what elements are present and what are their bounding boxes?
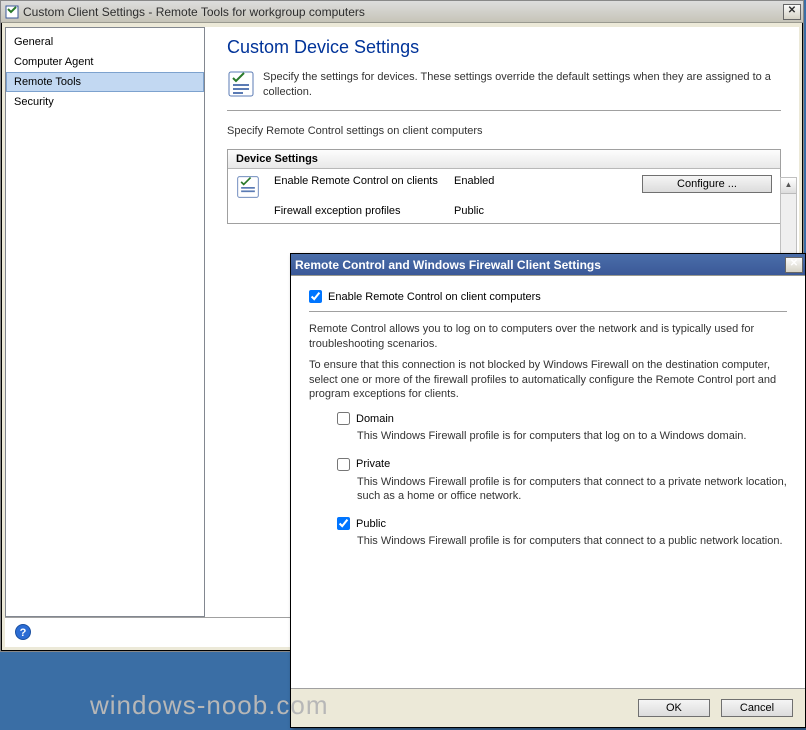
dialog-divider — [309, 311, 787, 312]
divider — [227, 110, 781, 111]
domain-label: Domain — [356, 413, 394, 425]
configure-button[interactable]: Configure ... — [642, 175, 772, 193]
dialog-close-button[interactable]: ✕ — [785, 257, 803, 273]
help-icon[interactable]: ? — [15, 624, 31, 640]
cancel-button[interactable]: Cancel — [721, 699, 793, 717]
profile-public: Public This Windows Firewall profile is … — [337, 517, 787, 548]
dialog-titlebar[interactable]: Remote Control and Windows Firewall Clie… — [291, 254, 805, 276]
sidebar-item-security[interactable]: Security — [6, 92, 204, 112]
window-icon — [5, 5, 19, 19]
setting-name: Firewall exception profiles — [274, 205, 444, 217]
section-label: Specify Remote Control settings on clien… — [227, 125, 781, 137]
device-settings-header: Device Settings — [228, 150, 780, 169]
private-checkbox[interactable] — [337, 458, 350, 471]
main-window-title: Custom Client Settings - Remote Tools fo… — [23, 5, 365, 19]
settings-icon — [236, 175, 264, 199]
ok-button[interactable]: OK — [638, 699, 710, 717]
enable-rc-row: Enable Remote Control on client computer… — [309, 290, 787, 303]
device-settings-group: Device Settings Enable Remote Control on… — [227, 149, 781, 224]
sidebar-item-remote-tools[interactable]: Remote Tools — [6, 72, 204, 92]
profile-private: Private This Windows Firewall profile is… — [337, 458, 787, 504]
scroll-up-icon[interactable]: ▲ — [781, 178, 796, 194]
page-description-row: Specify the settings for devices. These … — [227, 70, 781, 100]
private-desc: This Windows Firewall profile is for com… — [357, 475, 787, 504]
setting-row-enable-rc: Enable Remote Control on clients Enabled… — [228, 169, 780, 205]
profile-domain: Domain This Windows Firewall profile is … — [337, 412, 787, 443]
domain-desc: This Windows Firewall profile is for com… — [357, 429, 787, 443]
firewall-dialog: Remote Control and Windows Firewall Clie… — [290, 253, 806, 728]
public-desc: This Windows Firewall profile is for com… — [357, 534, 787, 548]
private-label: Private — [356, 458, 390, 470]
close-button[interactable]: ✕ — [783, 4, 801, 20]
sidebar: General Computer Agent Remote Tools Secu… — [5, 27, 205, 617]
public-label: Public — [356, 518, 386, 530]
setting-name: Enable Remote Control on clients — [274, 175, 444, 187]
dialog-intro-2: To ensure that this connection is not bl… — [309, 358, 787, 403]
sidebar-item-general[interactable]: General — [6, 32, 204, 52]
setting-row-firewall-profiles: Firewall exception profiles Public — [228, 205, 780, 223]
settings-icon — [227, 70, 255, 98]
domain-checkbox[interactable] — [337, 412, 350, 425]
public-checkbox[interactable] — [337, 517, 350, 530]
dialog-intro-1: Remote Control allows you to log on to c… — [309, 322, 787, 352]
enable-rc-checkbox[interactable] — [309, 290, 322, 303]
sidebar-item-computer-agent[interactable]: Computer Agent — [6, 52, 204, 72]
setting-value: Public — [454, 205, 544, 217]
main-titlebar[interactable]: Custom Client Settings - Remote Tools fo… — [1, 1, 803, 23]
setting-value: Enabled — [454, 175, 544, 187]
dialog-body: Enable Remote Control on client computer… — [291, 276, 805, 688]
page-heading: Custom Device Settings — [227, 37, 781, 58]
dialog-title: Remote Control and Windows Firewall Clie… — [295, 258, 601, 272]
enable-rc-label: Enable Remote Control on client computer… — [328, 291, 541, 303]
dialog-button-bar: OK Cancel — [291, 688, 805, 727]
page-description: Specify the settings for devices. These … — [263, 70, 781, 100]
